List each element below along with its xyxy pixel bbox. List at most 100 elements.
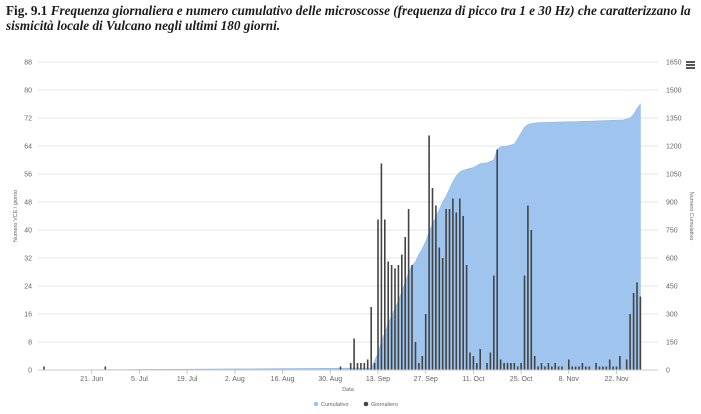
- daily-bar: [608, 359, 611, 370]
- daily-bar: [397, 265, 400, 370]
- chart-legend: Cumulativo Giornaliero: [313, 401, 398, 408]
- daily-bar: [455, 212, 458, 370]
- daily-bar: [431, 188, 434, 370]
- daily-bar: [588, 366, 591, 370]
- daily-bar: [554, 363, 556, 370]
- x-tick-label: 13. Sep: [366, 376, 390, 383]
- daily-bar: [401, 254, 403, 370]
- daily-bar: [377, 219, 379, 370]
- x-tick-label: 25. Oct: [510, 376, 533, 383]
- y-left-tick-label: 72: [24, 116, 32, 123]
- y-left-tick-label: 40: [24, 228, 32, 235]
- legend-label[interactable]: Giornaliero: [371, 402, 398, 408]
- x-axis-title: Data: [342, 387, 355, 393]
- y-left-tick-label: 24: [24, 284, 32, 291]
- daily-bar: [598, 366, 601, 370]
- daily-bar: [533, 356, 536, 370]
- daily-bar: [390, 265, 393, 370]
- y-left-axis-title: Numero VCE / giorno: [13, 190, 19, 242]
- daily-bar: [380, 163, 383, 370]
- y-right-tick-label: 750: [666, 228, 678, 235]
- daily-bar: [629, 314, 631, 370]
- daily-bar: [625, 359, 628, 370]
- y-right-axis-title: Numero Cumulativo: [688, 192, 694, 241]
- daily-bar: [520, 363, 522, 370]
- daily-bar: [595, 363, 597, 370]
- daily-bar: [551, 366, 553, 370]
- y-axis-right: 0 150 300 450 600 750 900 1050 1200 1350 1500 1650: [666, 60, 682, 375]
- daily-bar: [418, 363, 420, 370]
- y-right-tick-label: 1500: [666, 88, 682, 95]
- legend-label[interactable]: Cumulativo: [321, 402, 349, 408]
- daily-bar: [462, 216, 464, 370]
- y-left-tick-label: 16: [24, 312, 32, 319]
- daily-bar: [513, 363, 516, 370]
- daily-bar: [557, 366, 560, 370]
- y-left-tick-label: 64: [24, 144, 32, 151]
- axis-titles: Data Numero VCE / giorno Numero Cumulativo: [13, 190, 694, 393]
- daily-bar: [366, 359, 369, 370]
- x-tick-label: 21. Jun: [80, 376, 103, 383]
- y-right-tick-label: 300: [666, 312, 678, 319]
- daily-bar: [486, 363, 488, 370]
- daily-bar: [585, 366, 587, 370]
- daily-bar: [537, 366, 539, 370]
- daily-bar: [370, 307, 372, 370]
- daily-bar: [428, 135, 430, 370]
- daily-bar: [544, 366, 546, 370]
- x-tick-label: 11. Oct: [462, 376, 484, 383]
- daily-bar: [394, 268, 396, 370]
- daily-bar: [435, 205, 437, 370]
- daily-bar: [568, 359, 570, 370]
- legend-marker: [313, 401, 319, 407]
- y-right-tick-label: 900: [666, 200, 678, 207]
- daily-bar: [339, 366, 342, 370]
- daily-bar: [561, 366, 563, 370]
- daily-bar: [476, 363, 478, 370]
- y-left-tick-label: 56: [24, 172, 32, 179]
- y-left-tick-label: 80: [24, 88, 32, 95]
- daily-bar: [465, 265, 468, 370]
- y-left-tick-label: 0: [28, 368, 32, 375]
- y-right-tick-label: 1200: [666, 144, 682, 151]
- daily-bar: [104, 366, 107, 370]
- y-left-tick-label: 8: [28, 340, 32, 347]
- daily-bar: [540, 363, 543, 370]
- daily-bar: [499, 359, 502, 370]
- daily-bar: [530, 230, 533, 370]
- daily-bar: [503, 363, 505, 370]
- daily-bar: [506, 363, 509, 370]
- daily-bar: [489, 352, 492, 370]
- x-tick-label: 22. Nov: [604, 376, 629, 383]
- x-tick-label: 5. Jul: [131, 376, 148, 383]
- daily-bar: [527, 205, 529, 370]
- x-tick-label: 2. Aug: [225, 376, 245, 383]
- daily-bar: [472, 356, 475, 370]
- daily-bar: [574, 366, 577, 370]
- y-left-tick-label: 48: [24, 200, 32, 207]
- y-right-tick-label: 150: [666, 340, 678, 347]
- x-tick-label: 8. Nov: [559, 376, 580, 383]
- daily-bar: [407, 209, 410, 370]
- daily-bar: [414, 342, 417, 370]
- y-right-tick-label: 1350: [666, 116, 682, 123]
- daily-bar: [404, 237, 406, 370]
- y-left-tick-label: 32: [24, 256, 32, 263]
- y-axis-left: 0 8 16 24 32 40 48 56 64 72 80 88: [24, 60, 32, 375]
- cumulative-area-series: [43, 103, 641, 371]
- daily-bar: [615, 366, 618, 370]
- hamburger-menu-icon[interactable]: [686, 61, 695, 70]
- figure-number: Fig. 9.1: [6, 3, 48, 18]
- daily-bar: [571, 366, 573, 370]
- x-tick-label: 19. Jul: [177, 376, 198, 383]
- y-left-tick-label: 88: [24, 60, 32, 67]
- daily-bar: [360, 363, 362, 370]
- y-right-tick-label: 1050: [666, 172, 682, 179]
- y-right-tick-label: 450: [666, 284, 678, 291]
- daily-bar: [459, 198, 461, 370]
- daily-bar: [356, 363, 359, 370]
- x-axis: 21. Jun 5. Jul 19. Jul 2. Aug 16. Aug 30. Aug…: [38, 369, 658, 383]
- x-tick-label: 16. Aug: [271, 376, 295, 383]
- daily-bar: [43, 366, 45, 370]
